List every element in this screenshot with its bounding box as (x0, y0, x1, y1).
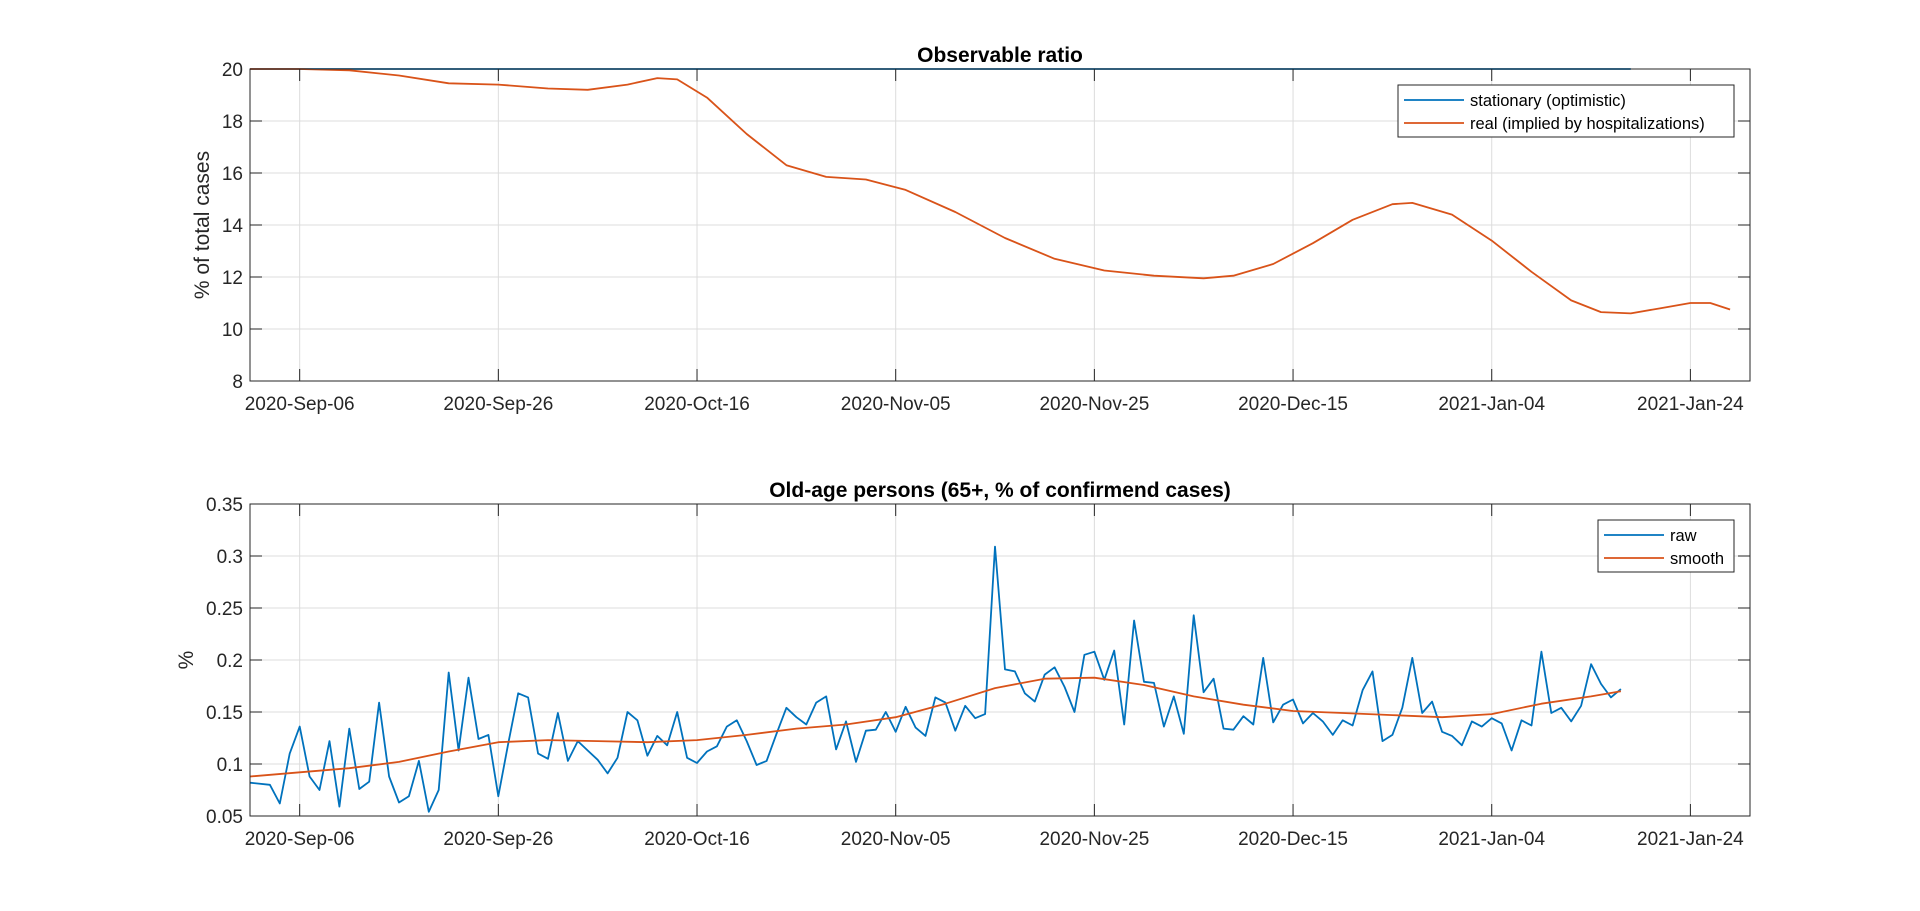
y-tick-label: 12 (222, 268, 243, 289)
x-tick-label: 2020-Nov-25 (1039, 829, 1149, 850)
y-tick-label: 0.2 (217, 651, 243, 672)
x-tick-label: 2020-Nov-25 (1039, 394, 1149, 415)
y-tick-label: 0.15 (206, 703, 243, 724)
series-line-1 (250, 68, 1731, 315)
old-age-chart: 2020-Sep-06 2020-Sep-26 2020-Oct-16 2020-No… (175, 479, 1751, 850)
observable-chart: 2020-Sep-06 2020-Sep-26 2020-Oct-16 2020-No… (191, 44, 1751, 415)
legend-label: smooth (1670, 550, 1724, 568)
y-tick-label: 0.3 (217, 547, 243, 568)
x-tick-label: 2020-Oct-16 (644, 394, 750, 415)
y-tick-label: 20 (222, 60, 243, 81)
y-tick-label: 14 (222, 216, 244, 237)
series-line-0 (249, 545, 1622, 813)
x-tick-label: 2021-Jan-04 (1438, 829, 1545, 850)
y-tick-label: 0.35 (206, 495, 243, 516)
y-tick-label: 0.1 (217, 755, 243, 776)
y-axis-label: % of total cases (191, 151, 214, 299)
x-tick-label: 2020-Nov-05 (841, 394, 951, 415)
x-tick-label: 2020-Sep-06 (245, 394, 355, 415)
legend-label: raw (1670, 527, 1697, 545)
x-tick-label: 2020-Dec-15 (1238, 394, 1348, 415)
legend-label: real (implied by hospitalizations) (1470, 115, 1705, 133)
y-tick-label: 8 (232, 372, 243, 393)
legend: raw smooth (1597, 519, 1735, 573)
y-tick-label: 10 (222, 320, 243, 341)
x-tick-label: 2020-Dec-15 (1238, 829, 1348, 850)
y-axis-label: % (175, 651, 198, 670)
series-line-1 (249, 676, 1622, 778)
x-tick-label: 2021-Jan-24 (1637, 394, 1744, 415)
chart-title: Old-age persons (65+, % of confirmend ca… (769, 479, 1231, 502)
legend: stationary (optimistic) real (implied by … (1397, 84, 1735, 138)
legend-box (1597, 519, 1735, 573)
y-tick-label: 0.25 (206, 599, 243, 620)
x-tick-label: 2020-Oct-16 (644, 829, 750, 850)
x-tick-label: 2020-Nov-05 (841, 829, 951, 850)
x-tick-label: 2020-Sep-26 (443, 394, 553, 415)
x-tick-label: 2021-Jan-24 (1637, 829, 1744, 850)
y-tick-label: 18 (222, 112, 243, 133)
y-tick-label: 16 (222, 164, 243, 185)
x-tick-label: 2020-Sep-06 (245, 829, 355, 850)
legend-label: stationary (optimistic) (1470, 92, 1626, 110)
x-tick-label: 2020-Sep-26 (443, 829, 553, 850)
y-tick-label: 0.05 (206, 807, 243, 828)
legend-box (1397, 84, 1735, 138)
chart-title: Observable ratio (917, 44, 1083, 67)
x-tick-label: 2021-Jan-04 (1438, 394, 1545, 415)
